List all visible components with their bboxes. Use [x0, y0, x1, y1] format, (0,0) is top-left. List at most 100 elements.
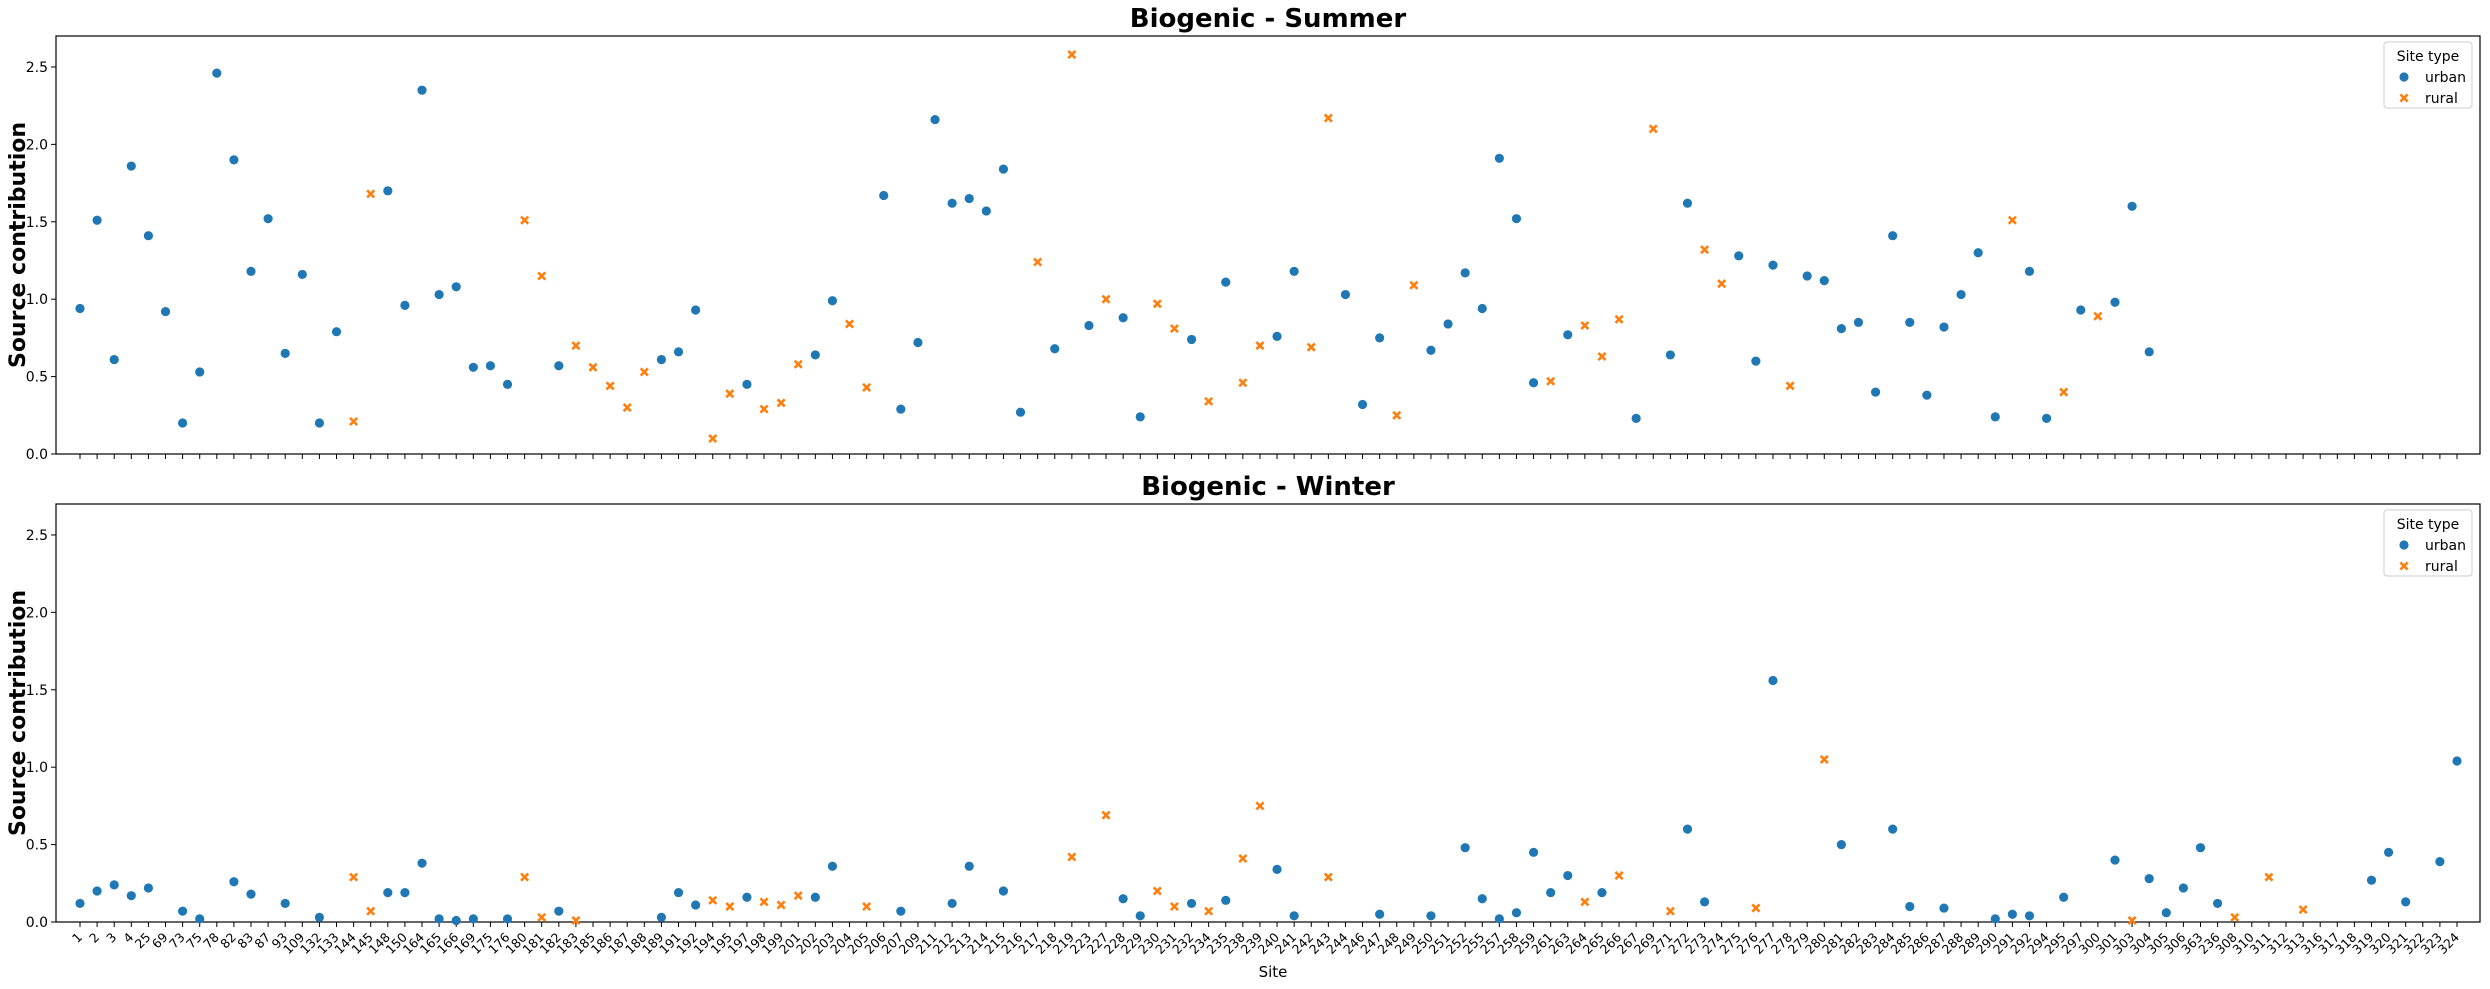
data-point-urban [1682, 198, 1693, 208]
data-point-rural [520, 215, 530, 225]
data-point-urban [143, 231, 154, 241]
data-point-urban [229, 155, 239, 165]
data-point-rural [2264, 872, 2274, 882]
y-tick-label: 0.5 [26, 838, 48, 854]
chart-panel-summer: Biogenic - Summer Source contribution 0.0 0… [6, 4, 2481, 463]
data-point-urban [742, 892, 752, 902]
data-point-urban [1682, 824, 1693, 834]
data-point-urban [1563, 870, 1573, 881]
y-axis-label: Source contribution [6, 122, 31, 368]
data-point-urban [400, 887, 410, 898]
data-point-rural [366, 906, 376, 916]
data-point-urban [383, 887, 393, 898]
data-point-urban [1528, 847, 1539, 857]
data-point-rural [1392, 410, 1402, 420]
data-point-urban [1819, 276, 1829, 286]
data-point-rural [1169, 324, 1179, 334]
data-point-urban [1357, 399, 1368, 410]
data-point-rural [1614, 314, 1624, 324]
data-point-rural [1067, 50, 1077, 60]
data-point-urban [2110, 855, 2120, 865]
data-point-rural [725, 389, 735, 399]
data-point-urban [1939, 322, 1949, 332]
data-point-rural [622, 403, 632, 413]
data-point-rural [1546, 376, 1556, 386]
data-point-urban [1494, 914, 1504, 924]
data-point-urban [1221, 895, 1231, 905]
data-point-rural [1409, 280, 1419, 290]
data-point-urban [1922, 390, 1932, 400]
data-point-urban [1511, 214, 1522, 224]
data-point-urban [1460, 843, 1470, 853]
data-point-rural [2298, 905, 2308, 915]
data-point-urban [1563, 330, 1573, 340]
data-point-urban [417, 85, 427, 95]
data-point-rural [776, 900, 786, 910]
data-point-urban [827, 296, 838, 306]
data-point-rural [1169, 901, 1179, 912]
data-point-urban [1956, 289, 1966, 300]
data-point-rural [1323, 113, 1333, 123]
data-point-urban [656, 912, 667, 922]
chart-title: Biogenic - Summer [1130, 4, 1407, 34]
data-point-rural [1306, 342, 1316, 352]
data-point-urban [1426, 345, 1436, 355]
data-point-urban [2041, 413, 2052, 423]
data-point-urban [1665, 350, 1675, 360]
data-point-urban [2144, 347, 2154, 357]
data-point-urban [92, 215, 102, 225]
legend-entry-rural: rural [2425, 559, 2458, 575]
data-point-urban [1375, 909, 1385, 919]
legend-marker-rural [2399, 93, 2409, 103]
data-point-urban [1477, 894, 1487, 904]
data-point-rural [708, 433, 718, 444]
data-point-rural [1580, 320, 1590, 331]
data-point-urban [2195, 843, 2206, 853]
data-point-urban [964, 193, 974, 204]
data-point-urban [2452, 756, 2462, 766]
y-tick-label: 1.5 [26, 683, 48, 699]
data-point-rural [1648, 124, 1658, 134]
data-point-urban [2383, 847, 2394, 857]
data-point-urban [280, 348, 290, 358]
data-point-rural [571, 341, 581, 351]
data-point-urban [1939, 903, 1949, 913]
data-point-rural [571, 915, 581, 925]
data-point-rural [759, 897, 769, 907]
data-point-urban [2435, 857, 2445, 867]
data-point-rural [366, 189, 376, 199]
data-point-urban [297, 269, 307, 280]
data-point-urban [2024, 911, 2035, 921]
y-axis-label: Source contribution [6, 590, 31, 836]
data-point-urban [1870, 387, 1881, 397]
data-point-urban [964, 861, 974, 871]
panels: Biogenic - Summer Source contribution 0.0 0… [6, 4, 2481, 957]
data-point-urban [2212, 898, 2223, 909]
y-tick-label: 0.0 [26, 915, 48, 931]
data-point-rural [1597, 351, 1607, 361]
data-point-urban [1528, 378, 1539, 388]
data-point-rural [588, 362, 598, 372]
data-point-urban [280, 898, 290, 909]
data-point-urban [2024, 266, 2035, 276]
data-point-urban [1631, 413, 1641, 423]
data-point-rural [1580, 897, 1590, 907]
data-point-rural [725, 901, 735, 912]
data-point-urban [2161, 908, 2171, 918]
y-tick-label: 0.0 [26, 447, 48, 463]
data-point-urban [1768, 260, 1778, 270]
data-point-rural [793, 359, 803, 369]
data-point-urban [1802, 271, 1812, 281]
data-point-rural [349, 416, 359, 427]
data-point-rural [537, 271, 547, 281]
data-point-urban [998, 164, 1009, 174]
data-point-urban [468, 362, 478, 372]
data-point-urban [434, 289, 444, 300]
legend-title: Site type [2397, 517, 2460, 533]
data-point-urban [673, 887, 684, 898]
y-tick-label: 2.5 [26, 528, 48, 544]
legend-marker-urban [2399, 72, 2409, 82]
data-point-urban [2076, 305, 2086, 315]
data-point-rural [349, 872, 359, 882]
